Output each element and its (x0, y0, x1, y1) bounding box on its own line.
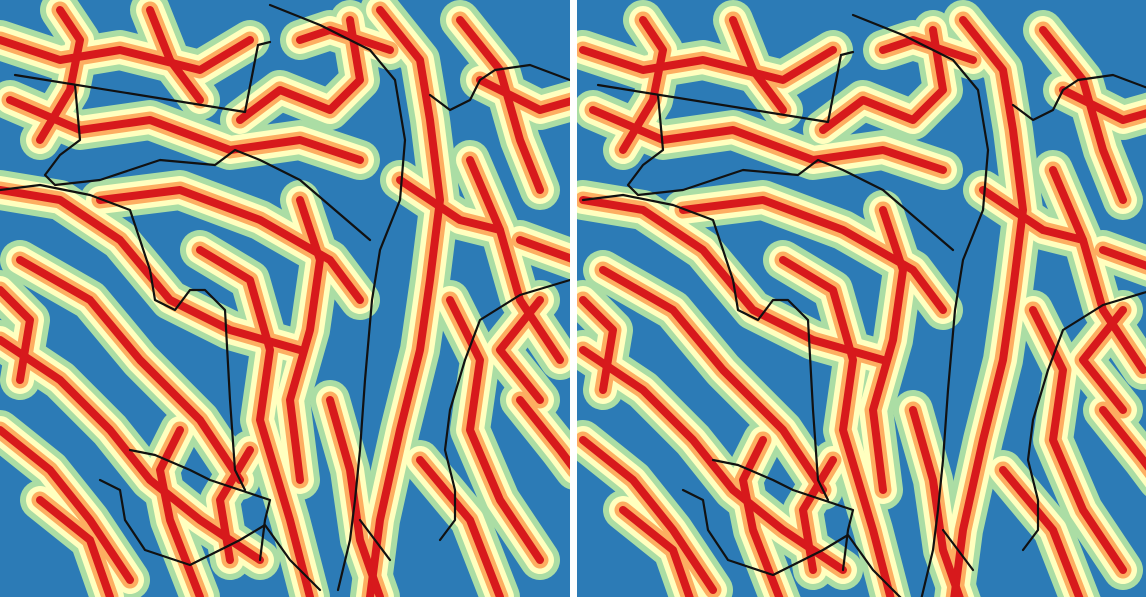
page: (() => { const data = JSON.parse(documen… (0, 0, 1146, 597)
map-comparison (0, 0, 1146, 597)
left-panel (0, 0, 575, 597)
right-panel (577, 0, 1146, 597)
